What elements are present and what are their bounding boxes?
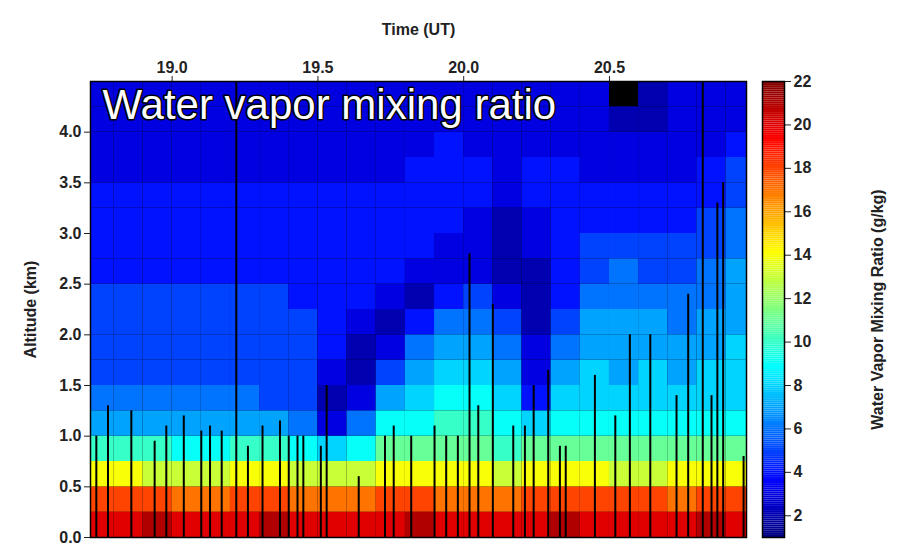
svg-text:Water vapor mixing ratio: Water vapor mixing ratio [103, 81, 557, 128]
svg-text:19.5: 19.5 [302, 59, 333, 76]
svg-text:6: 6 [794, 420, 803, 437]
svg-text:1.0: 1.0 [59, 427, 81, 444]
svg-text:22: 22 [794, 73, 812, 90]
svg-text:Altitude (km): Altitude (km) [22, 261, 39, 359]
svg-text:12: 12 [794, 290, 812, 307]
svg-text:2: 2 [794, 507, 803, 524]
svg-text:20.0: 20.0 [448, 59, 479, 76]
svg-text:Time (UT): Time (UT) [382, 21, 455, 38]
svg-text:2.0: 2.0 [59, 326, 81, 343]
svg-text:8: 8 [794, 377, 803, 394]
svg-text:2.5: 2.5 [59, 275, 81, 292]
svg-text:4: 4 [794, 463, 803, 480]
svg-text:Water Vapor Mixing Ratio (g/kg: Water Vapor Mixing Ratio (g/kg) [869, 189, 886, 429]
svg-text:1.5: 1.5 [59, 377, 81, 394]
svg-text:19.0: 19.0 [157, 59, 188, 76]
svg-text:4.0: 4.0 [59, 123, 81, 140]
svg-text:18: 18 [794, 159, 812, 176]
svg-text:16: 16 [794, 203, 812, 220]
svg-text:20: 20 [794, 116, 812, 133]
svg-text:3.5: 3.5 [59, 174, 81, 191]
svg-text:10: 10 [794, 333, 812, 350]
svg-text:0.5: 0.5 [59, 478, 81, 495]
svg-text:3.0: 3.0 [59, 225, 81, 242]
svg-text:20.5: 20.5 [594, 59, 625, 76]
svg-text:14: 14 [794, 246, 812, 263]
svg-text:0.0: 0.0 [59, 529, 81, 546]
